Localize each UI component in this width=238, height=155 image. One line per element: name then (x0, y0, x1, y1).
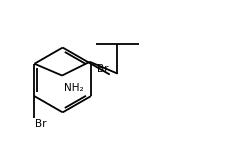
Text: Br: Br (35, 119, 47, 129)
Text: NH₂: NH₂ (64, 83, 84, 93)
Text: Br: Br (97, 64, 109, 74)
